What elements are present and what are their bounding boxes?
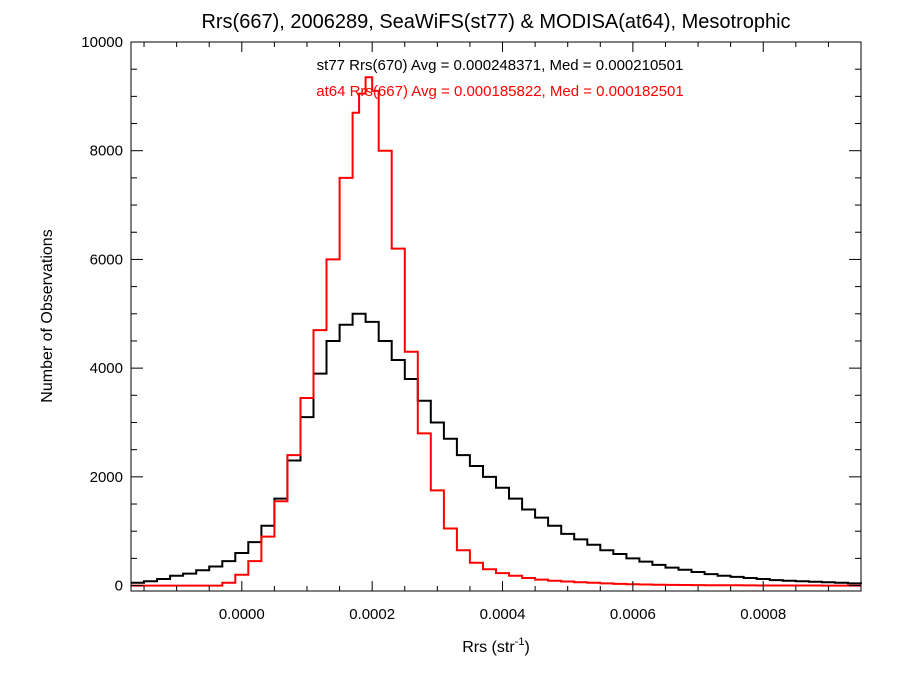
y-tick-label: 4000 [90, 360, 123, 377]
y-axis-label: Number of Observations [39, 229, 56, 402]
x-axis-label-superscript: -1 [515, 636, 525, 648]
x-tick-label: 0.0008 [740, 606, 786, 623]
y-tick-label: 10000 [81, 34, 123, 51]
x-axis-label-suffix: ) [524, 639, 529, 656]
y-tick-label: 8000 [90, 143, 123, 160]
chart-title: Rrs(667), 2006289, SeaWiFS(st77) & MODIS… [201, 11, 790, 33]
x-tick-label: 0.0006 [610, 606, 656, 623]
plot-frame [130, 41, 862, 592]
y-tick-label: 2000 [90, 469, 123, 486]
x-tick-label: 0.0004 [480, 606, 526, 623]
y-tick-label: 0 [115, 578, 123, 595]
series-st77 [131, 312, 862, 585]
y-axis: 0 2000 4000 6000 8000 10000 [81, 34, 861, 595]
x-axis-label: Rrs (str-1) [462, 636, 530, 656]
y-tick-label: 6000 [90, 251, 123, 268]
series-at64 [131, 76, 861, 587]
annotation-st77: st77 Rrs(670) Avg = 0.000248371, Med = 0… [317, 57, 684, 74]
x-tick-label: 0.0002 [349, 606, 395, 623]
x-axis: 0.0000 0.0002 0.0004 0.0006 0.0008 [143, 42, 829, 623]
plot-area [131, 76, 862, 587]
annotation-at64: at64 Rrs(667) Avg = 0.000185822, Med = 0… [316, 83, 684, 100]
x-axis-label-main: Rrs (str [462, 639, 515, 656]
x-tick-label: 0.0000 [219, 606, 265, 623]
